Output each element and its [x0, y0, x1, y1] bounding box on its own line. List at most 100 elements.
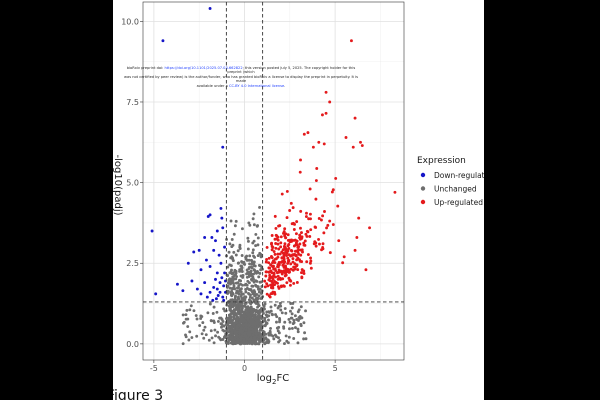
up-regulated-point: [328, 100, 332, 104]
up-regulated-point: [321, 245, 325, 249]
down-regulated-point: [211, 298, 215, 302]
unchanged-point: [247, 270, 251, 274]
unchanged-point: [212, 305, 216, 309]
unchanged-point: [240, 334, 244, 338]
up-regulated-point: [274, 246, 278, 250]
up-regulated-point: [312, 242, 316, 246]
unchanged-point: [200, 332, 204, 336]
up-regulated-point: [305, 260, 309, 264]
unchanged-point: [254, 270, 257, 274]
up-regulated-point: [300, 260, 304, 264]
up-regulated-point: [276, 242, 280, 246]
up-regulated-point: [318, 242, 321, 246]
up-regulated-point: [268, 270, 271, 274]
unchanged-point: [258, 331, 261, 335]
up-regulated-point: [325, 226, 329, 230]
up-regulated-point: [320, 113, 324, 117]
unchanged-point: [289, 302, 293, 305]
unchanged-point: [257, 311, 261, 315]
unchanged-point: [231, 243, 235, 247]
unchanged-point: [239, 337, 243, 340]
up-regulated-point: [274, 226, 278, 230]
unchanged-point: [256, 254, 260, 258]
unchanged-point: [230, 292, 234, 296]
down-regulated-point: [161, 39, 165, 43]
unchanged-point: [227, 250, 231, 254]
up-regulated-point: [270, 276, 274, 279]
unchanged-point: [279, 308, 283, 312]
up-regulated-point: [276, 265, 280, 269]
up-regulated-point: [298, 242, 302, 246]
unchanged-point: [198, 324, 202, 327]
unchanged-point: [237, 292, 241, 296]
up-regulated-point: [298, 170, 302, 174]
unchanged-point: [295, 318, 299, 321]
y-tick-label: 7.5: [126, 98, 139, 107]
up-regulated-point: [274, 269, 278, 272]
unchanged-point: [249, 322, 253, 325]
unchanged-point: [242, 320, 246, 323]
unchanged-point: [181, 342, 185, 346]
up-regulated-point: [265, 292, 269, 296]
up-regulated-point: [295, 263, 299, 267]
unchanged-point: [277, 325, 281, 329]
unchanged-point: [246, 236, 250, 240]
unchanged-point: [288, 327, 291, 331]
unchanged-point: [233, 328, 237, 332]
unchanged-point: [255, 224, 259, 228]
unchanged-point: [243, 298, 247, 302]
unchanged-point: [273, 333, 277, 337]
unchanged-point: [231, 342, 235, 346]
up-regulated-point: [277, 268, 281, 272]
unchanged-point: [189, 304, 193, 308]
up-regulated-point: [274, 242, 278, 245]
unchanged-point: [246, 247, 250, 251]
up-regulated-point: [273, 252, 277, 256]
unchanged-point: [268, 310, 271, 314]
down-regulated-point: [210, 235, 214, 239]
up-regulated-point: [276, 238, 280, 242]
down-regulated-point: [223, 245, 227, 249]
up-regulated-point: [281, 263, 285, 267]
y-tick-label: 5.0: [126, 179, 139, 188]
up-regulated-point: [308, 261, 312, 265]
unchanged-point: [214, 334, 217, 338]
unchanged-point: [257, 290, 261, 294]
unchanged-point: [269, 326, 272, 330]
up-regulated-point: [308, 212, 312, 216]
unchanged-point: [263, 302, 267, 306]
up-regulated-point: [357, 216, 361, 220]
unchanged-point: [254, 244, 258, 248]
unchanged-point: [233, 287, 237, 291]
unchanged-point: [213, 328, 217, 332]
unchanged-point: [247, 221, 251, 225]
up-regulated-point: [270, 234, 274, 237]
up-regulated-point: [285, 268, 289, 272]
unchanged-point: [251, 217, 255, 221]
unchanged-point: [228, 324, 232, 328]
up-regulated-point: [270, 256, 274, 260]
unchanged-point: [225, 317, 229, 321]
down-regulated-point: [192, 250, 196, 254]
unchanged-point: [228, 334, 232, 338]
up-regulated-point: [289, 262, 293, 266]
up-regulated-point: [271, 265, 275, 269]
unchanged-point: [248, 274, 252, 278]
up-regulated-point: [286, 233, 290, 237]
up-regulated-point: [309, 259, 313, 263]
up-regulated-point: [279, 235, 283, 239]
unchanged-point: [238, 268, 242, 272]
up-regulated-point: [314, 179, 318, 182]
up-regulated-point: [272, 271, 276, 275]
unchanged-point: [221, 338, 225, 341]
unchanged-point: [251, 284, 255, 288]
unchanged-point: [229, 280, 233, 284]
unchanged-point: [278, 320, 281, 324]
up-regulated-point: [268, 273, 272, 277]
up-regulated-point: [303, 239, 307, 243]
up-regulated-point: [317, 140, 321, 144]
legend-title: Expression: [417, 156, 466, 166]
unchanged-point: [265, 321, 269, 325]
unchanged-point: [256, 236, 260, 240]
unchanged-point: [251, 329, 255, 333]
